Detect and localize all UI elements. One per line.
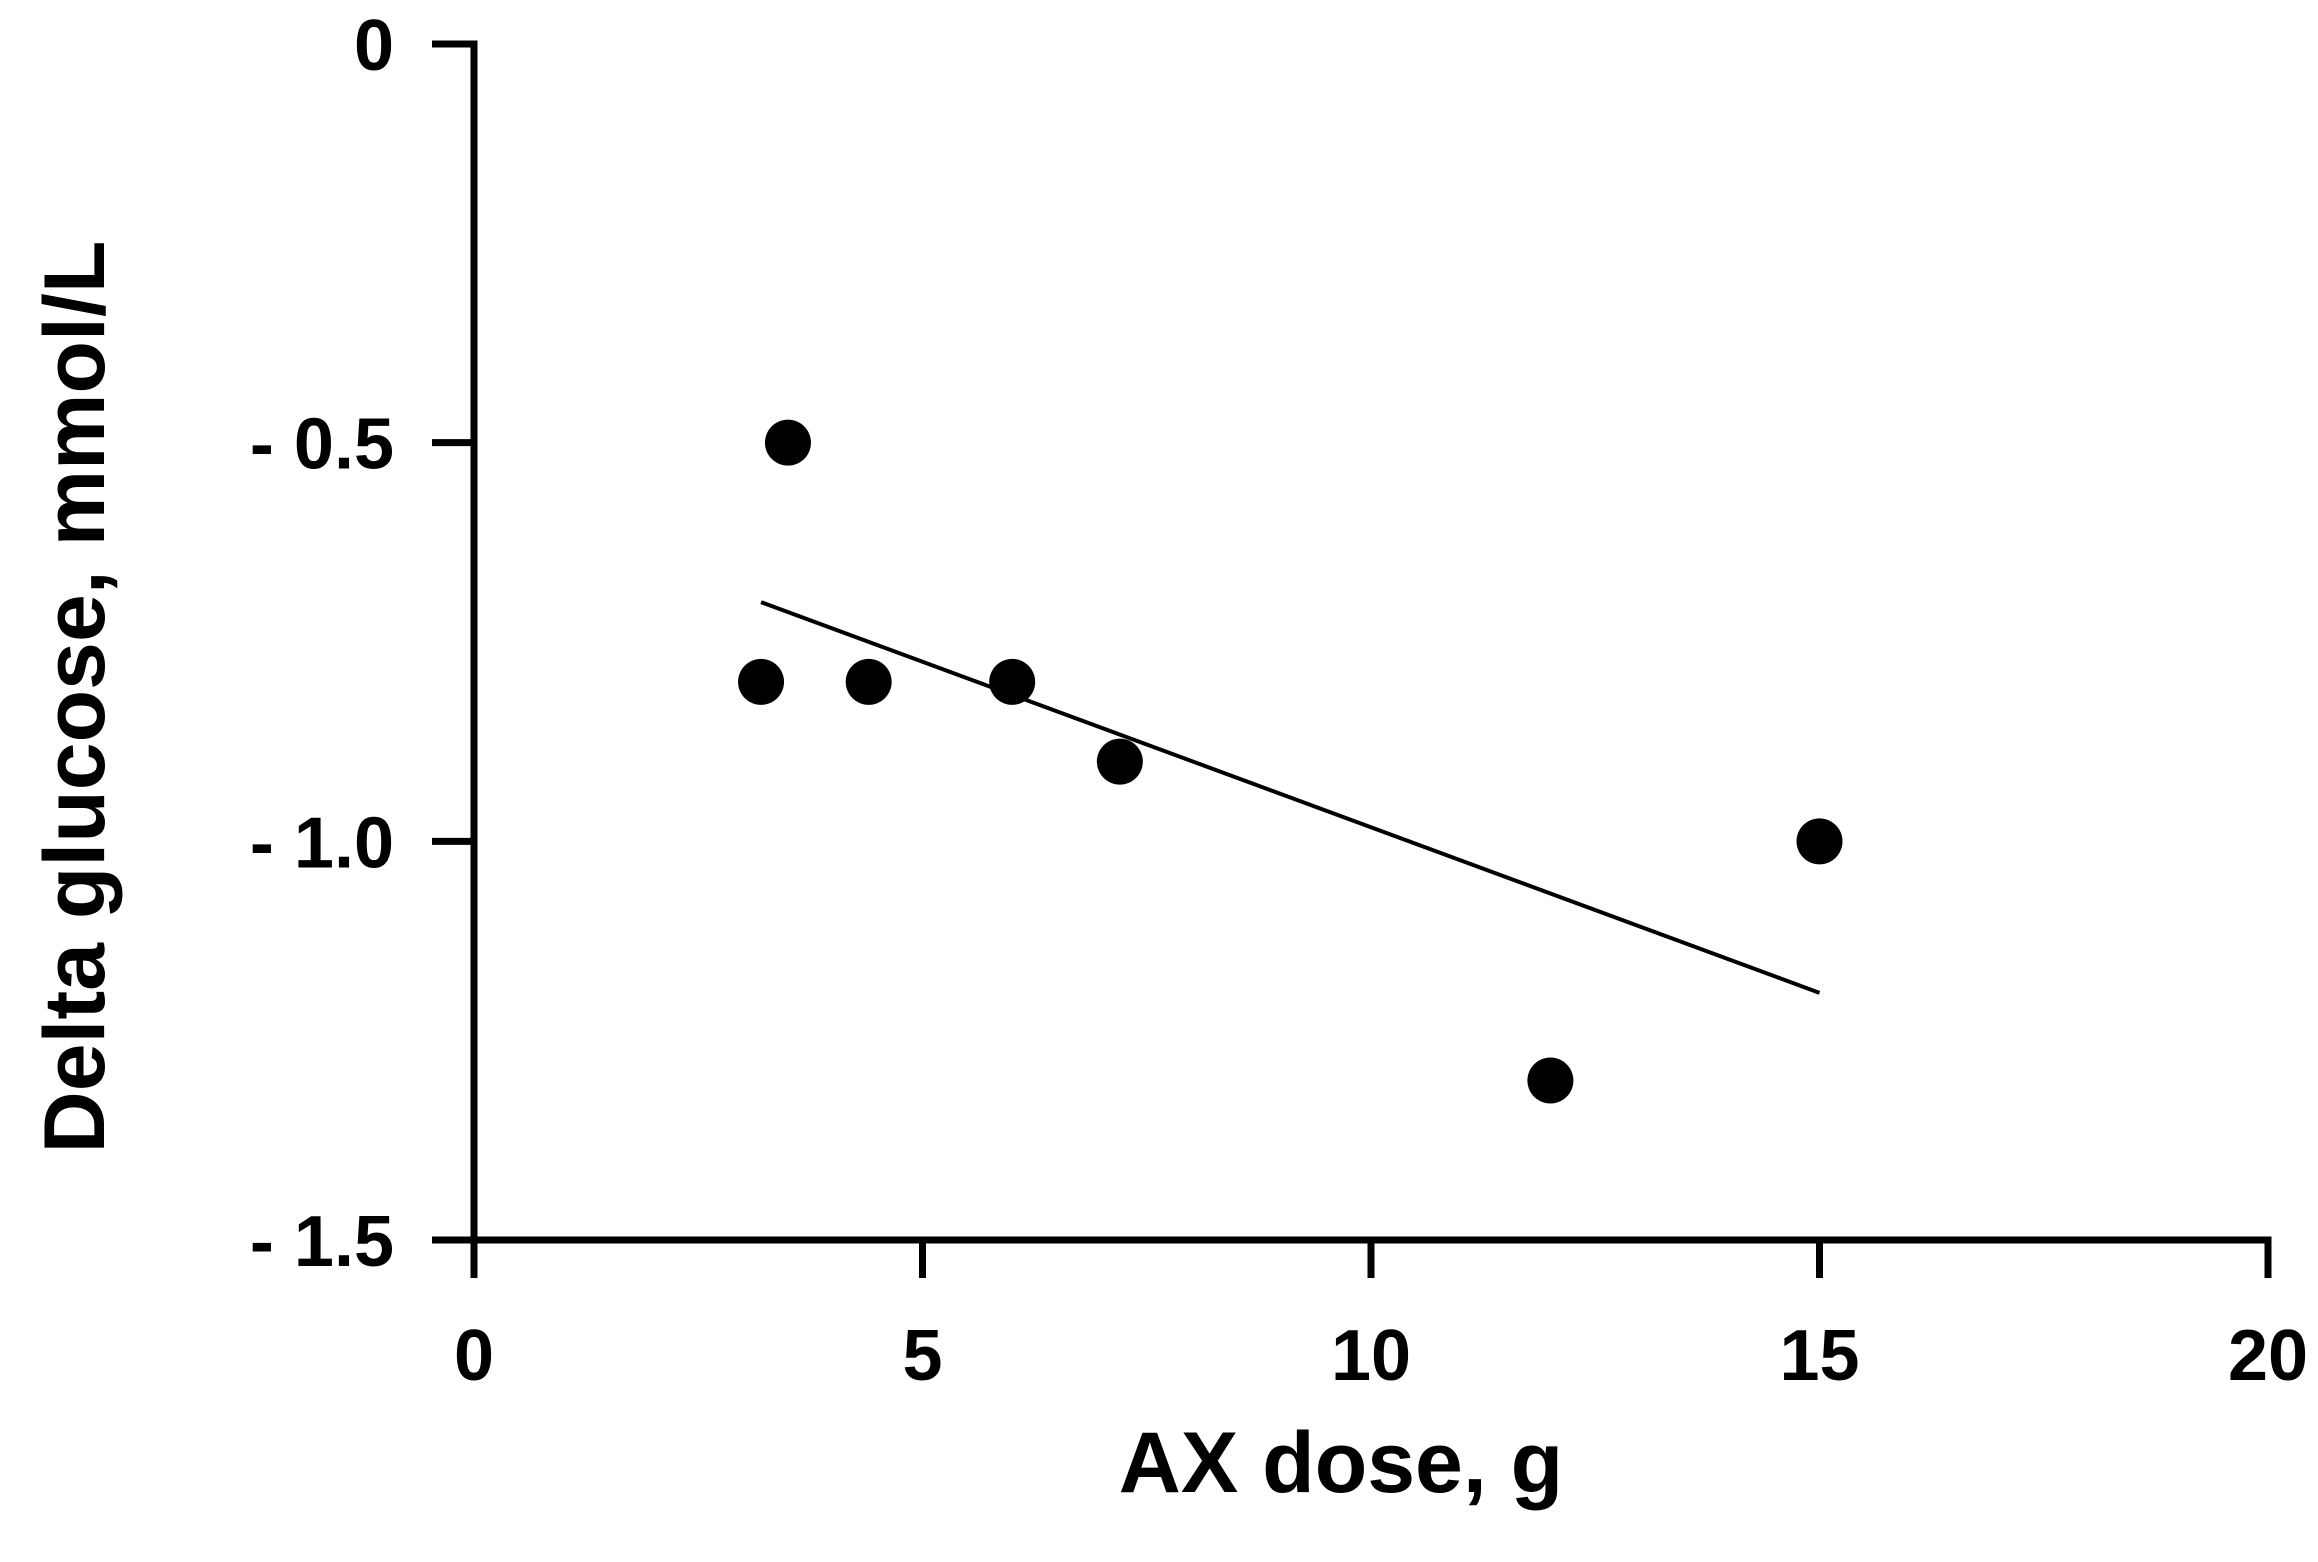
y-tick-label: 0 (354, 6, 394, 86)
x-tick-label: 15 (1779, 1316, 1859, 1396)
data-point (989, 658, 1036, 705)
data-points (738, 419, 1843, 1104)
data-point (764, 419, 811, 466)
axes (470, 40, 2272, 1244)
regression-line (760, 600, 1821, 995)
x-axis-title: AX dose, g (1119, 1415, 1563, 1511)
y-tick-label: - 0.5 (250, 405, 394, 485)
x-tick-label: 20 (2228, 1316, 2308, 1396)
x-tick-label: 10 (1331, 1316, 1411, 1396)
data-point (1096, 738, 1143, 785)
data-point (1527, 1057, 1574, 1104)
data-point (738, 658, 785, 705)
data-point (1796, 818, 1843, 865)
trendline-group (760, 600, 1821, 995)
data-point (845, 658, 892, 705)
y-axis-ticks: 0 - 0.5 - 1.0 - 1.5 (250, 6, 474, 1282)
x-tick-label: 5 (902, 1316, 942, 1396)
y-tick-label: - 1.5 (250, 1202, 394, 1282)
y-axis-title: Delta glucose, mmol/L (27, 241, 123, 1154)
x-axis-ticks: 0 5 10 15 20 (454, 1240, 2308, 1396)
y-tick-label: - 1.0 (250, 803, 394, 883)
x-tick-label: 0 (454, 1316, 494, 1396)
